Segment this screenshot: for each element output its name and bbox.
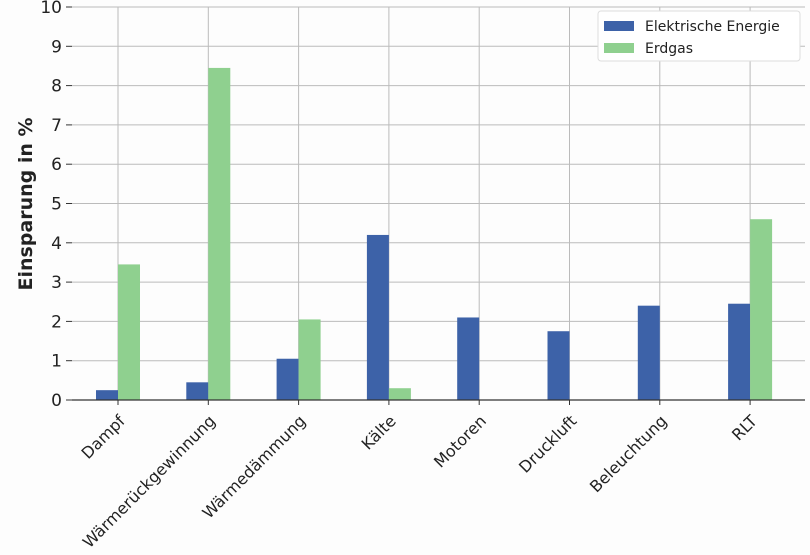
x-tick-label: RLT: [728, 411, 761, 444]
bar-elektrische-energie: [457, 317, 480, 400]
legend-swatch: [604, 43, 634, 53]
y-tick-label: 10: [40, 0, 62, 18]
x-tick-label: Kälte: [358, 411, 400, 453]
bar-elektrische-energie: [728, 303, 751, 400]
y-axis-label: Einsparung in %: [15, 117, 37, 290]
y-tick-label: 5: [51, 195, 62, 215]
bar-elektrische-energie: [186, 382, 209, 400]
legend: Elektrische Energie Erdgas: [597, 10, 801, 62]
bar-elektrische-energie: [547, 331, 570, 400]
x-tick-label: Beleuchtung: [586, 411, 671, 496]
x-tick-label: Druckluft: [515, 411, 580, 476]
legend-swatch: [604, 21, 634, 31]
bar-elektrische-energie: [276, 358, 299, 400]
y-tick-label: 0: [51, 391, 62, 411]
bar-erdgas: [298, 319, 321, 400]
y-tick-label: 3: [51, 273, 62, 293]
bar-erdgas: [388, 388, 411, 400]
bar-erdgas: [118, 264, 140, 400]
y-tick-label: 6: [51, 155, 62, 175]
legend-label: Elektrische Energie: [645, 19, 780, 35]
y-tick-label: 7: [51, 116, 62, 136]
x-tick-label: Dampf: [78, 411, 130, 463]
bar-elektrische-energie: [96, 390, 118, 400]
bar-erdgas: [750, 219, 773, 400]
bar-elektrische-energie: [366, 234, 389, 400]
y-tick-label: 2: [51, 312, 62, 332]
legend-box: [597, 10, 801, 62]
x-tick-label: Motoren: [430, 411, 490, 471]
y-tick-label: 1: [51, 352, 62, 372]
bar-erdgas: [208, 67, 231, 400]
y-tick-label: 8: [51, 77, 62, 97]
bar-elektrische-energie: [637, 305, 660, 400]
y-tick-label: 4: [51, 234, 62, 254]
y-tick-label: 9: [51, 37, 62, 57]
legend-label: Erdgas: [645, 41, 693, 57]
